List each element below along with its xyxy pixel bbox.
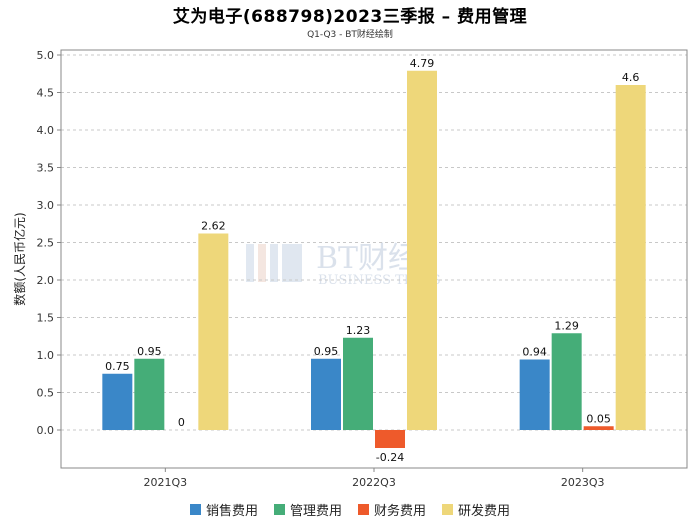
chart-title: 艾为电子(688798)2023三季报 – 费用管理 [172, 7, 528, 27]
x-tick-label: 2021Q3 [144, 476, 188, 489]
y-tick-label: 0.0 [37, 424, 55, 437]
x-tick-label: 2022Q3 [352, 476, 396, 489]
data-labels: 0.75 0.95 0 2.62 0.95 1.23 -0.24 4.79 0.94 1.29 0.… [105, 57, 639, 464]
y-tick-label: 5.0 [37, 49, 55, 62]
chart-subtitle: Q1-Q3 - BT财经绘制 [307, 30, 393, 40]
data-label: 1.23 [346, 324, 371, 337]
data-label: 0 [178, 416, 185, 429]
watermark-logo-bar [282, 244, 302, 282]
data-label: 1.29 [554, 319, 579, 332]
gridlines [61, 54, 687, 431]
watermark-cn: BT财经 [316, 241, 418, 276]
legend-swatch [189, 504, 201, 515]
bar [551, 333, 582, 430]
y-tick-label: 1.0 [37, 349, 55, 362]
data-label: 2.62 [201, 220, 226, 233]
data-label: 0.95 [137, 345, 162, 358]
y-axis-label: 数额(人民币亿元) [12, 212, 27, 305]
bar [407, 70, 437, 430]
y-tick-label: 3.5 [37, 162, 55, 175]
watermark-logo-bar [246, 244, 254, 282]
legend-item[interactable]: 财务费用 [358, 500, 426, 519]
bar [311, 358, 341, 430]
y-tick-label: 0.5 [37, 387, 55, 400]
bar [134, 358, 165, 430]
legend-label: 财务费用 [374, 504, 427, 519]
legend-label: 管理费用 [289, 504, 342, 519]
legend-swatch [358, 504, 369, 515]
bar [615, 85, 646, 430]
y-tick-label: 1.5 [37, 312, 55, 325]
bar [102, 373, 133, 430]
bars [102, 70, 646, 448]
bar [583, 426, 614, 430]
legend-item[interactable]: 销售费用 [189, 500, 258, 519]
bar [198, 233, 229, 430]
data-label: -0.24 [376, 451, 404, 464]
y-axis-ticks: 0.0 0.5 1.0 1.5 2.0 2.5 3.0 3.5 4.0 4.5 5.0 [37, 49, 61, 437]
data-label: 0.95 [314, 345, 339, 358]
y-tick-label: 2.0 [37, 274, 55, 287]
y-tick-label: 4.5 [37, 87, 55, 100]
legend-item[interactable]: 研发费用 [442, 500, 510, 519]
data-label: 0.05 [586, 412, 611, 425]
legend-swatch [442, 504, 454, 515]
y-tick-label: 4.0 [37, 124, 55, 137]
bar [375, 430, 405, 448]
data-label: 4.6 [622, 71, 640, 84]
y-tick-label: 3.0 [37, 199, 55, 212]
legend: 销售费用 管理费用 财务费用 研发费用 [0, 500, 700, 519]
y-tick-label: 2.5 [37, 237, 55, 250]
data-label: 0.94 [522, 346, 547, 359]
legend-label: 研发费用 [458, 504, 511, 519]
x-axis-ticks: 2021Q3 2022Q3 2023Q3 [144, 468, 605, 489]
bar [519, 359, 550, 430]
legend-label: 销售费用 [205, 504, 258, 519]
legend-swatch [273, 504, 285, 515]
watermark-logo-bar [258, 244, 266, 282]
watermark-logo-bar [270, 244, 278, 282]
data-label: 0.75 [105, 360, 130, 373]
x-tick-label: 2023Q3 [561, 476, 605, 489]
bar [343, 337, 373, 430]
legend-item[interactable]: 管理费用 [273, 500, 342, 519]
plot-frame [60, 49, 688, 469]
data-label: 4.79 [410, 57, 435, 70]
